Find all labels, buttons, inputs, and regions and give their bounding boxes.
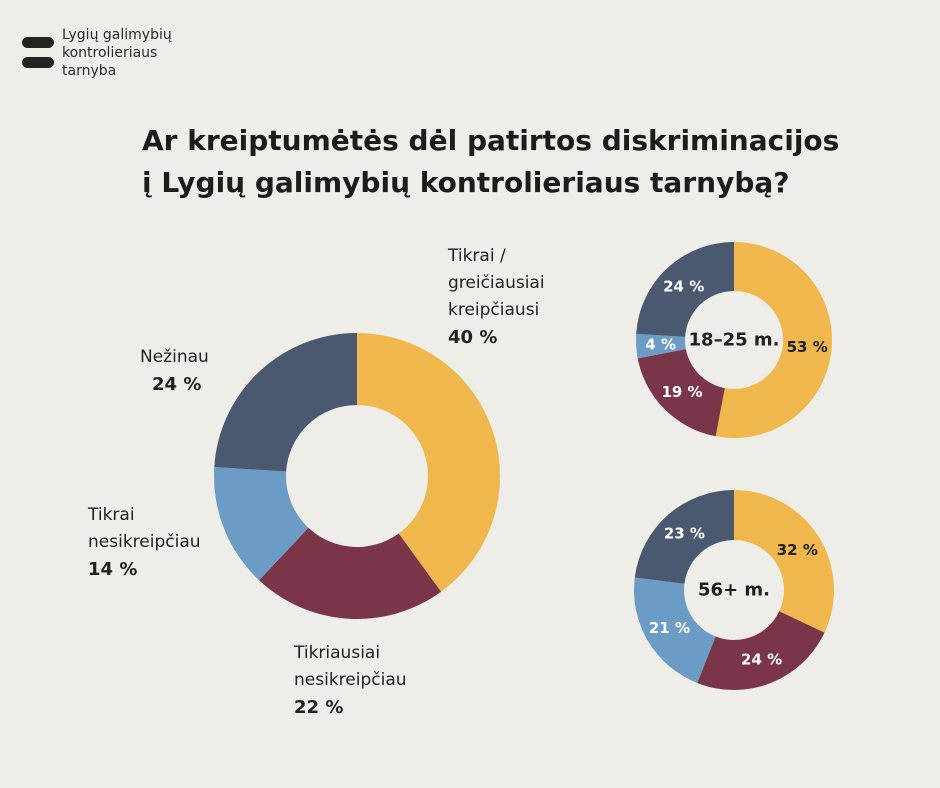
label-tikrai-line-1: Tikrai / [448, 246, 506, 266]
donut-2-slice-3-label: 23 % [664, 525, 705, 543]
brand-line-2: kontrolieriaus [62, 45, 158, 61]
donut-2-slice-1-label: 24 % [741, 651, 782, 669]
donut-1-slice-2 [635, 333, 686, 359]
title-line-2: į Lygių galimybių kontrolieriaus tarnybą… [142, 166, 790, 199]
donut-1-slice-1-label: 19 % [661, 383, 702, 401]
donut-1-slice-3 [636, 242, 734, 337]
donut-2-slice-2-label: 21 % [649, 619, 690, 637]
label-tikrai-pct: 40 % [448, 327, 498, 348]
donut-2-center-label: 56+ m. [698, 580, 770, 601]
label-tikrai-line-2: greičiausiai [448, 273, 545, 293]
donut-1-slice-3-label: 24 % [663, 277, 704, 295]
donut-0-slice-0 [357, 333, 501, 592]
donut-2-slice-0 [734, 490, 834, 633]
label-tikriausiai-nesikreipciau: Tikriausiai nesikreipčiau 22 % [294, 640, 407, 721]
brand-name: Lygių galimybių kontrolieriaus tarnyba [62, 26, 172, 80]
label-tikriausiai-line-1: Tikriausiai [294, 643, 381, 663]
label-nezinau: Nežinau 24 % [140, 344, 209, 398]
donut-1-slice-0-label: 53 % [787, 338, 828, 356]
label-nezinau-line-1: Nežinau [140, 347, 209, 367]
donut-1-center-label: 18–25 m. [689, 330, 780, 351]
label-tikrai-nesikreipciau-pct: 14 % [88, 559, 138, 580]
donut-2-slice-1 [697, 611, 825, 690]
donut-0-slice-3 [214, 333, 357, 472]
chart-title: Ar kreiptumėtės dėl patirtos diskriminac… [142, 120, 922, 204]
brand-line-1: Lygių galimybių [62, 27, 172, 43]
label-tikrai-line-3: kreipčiausi [448, 300, 540, 320]
donut-0-slice-1 [259, 527, 442, 619]
logo-bars-icon [22, 37, 54, 71]
donut-1-slice-2-label: 4 % [645, 336, 676, 354]
label-tikrai-nesikreipciau-line-1: Tikrai [88, 505, 135, 525]
label-tikrai-nesikreipciau-line-2: nesikreipčiau [88, 532, 201, 552]
donut-2-slice-2 [633, 577, 716, 683]
donut-2-slice-0-label: 32 % [777, 541, 818, 559]
label-tikriausiai-pct: 22 % [294, 697, 344, 718]
donut-0-slice-2 [214, 467, 309, 581]
brand-logo: Lygių galimybių kontrolieriaus tarnyba [22, 26, 222, 86]
donut-1-slice-1 [637, 349, 725, 437]
label-tikrai-nesikreipciau: Tikrai nesikreipčiau 14 % [88, 502, 201, 583]
brand-line-3: tarnyba [62, 63, 117, 79]
label-tikrai-kreipciausi: Tikrai / greičiausiai kreipčiausi 40 % [448, 243, 545, 351]
label-tikriausiai-line-2: nesikreipčiau [294, 670, 407, 690]
label-nezinau-pct: 24 % [152, 374, 202, 395]
title-line-1: Ar kreiptumėtės dėl patirtos diskriminac… [142, 124, 840, 157]
donut-2-slice-3 [634, 490, 734, 584]
donut-1-slice-0 [715, 242, 833, 439]
